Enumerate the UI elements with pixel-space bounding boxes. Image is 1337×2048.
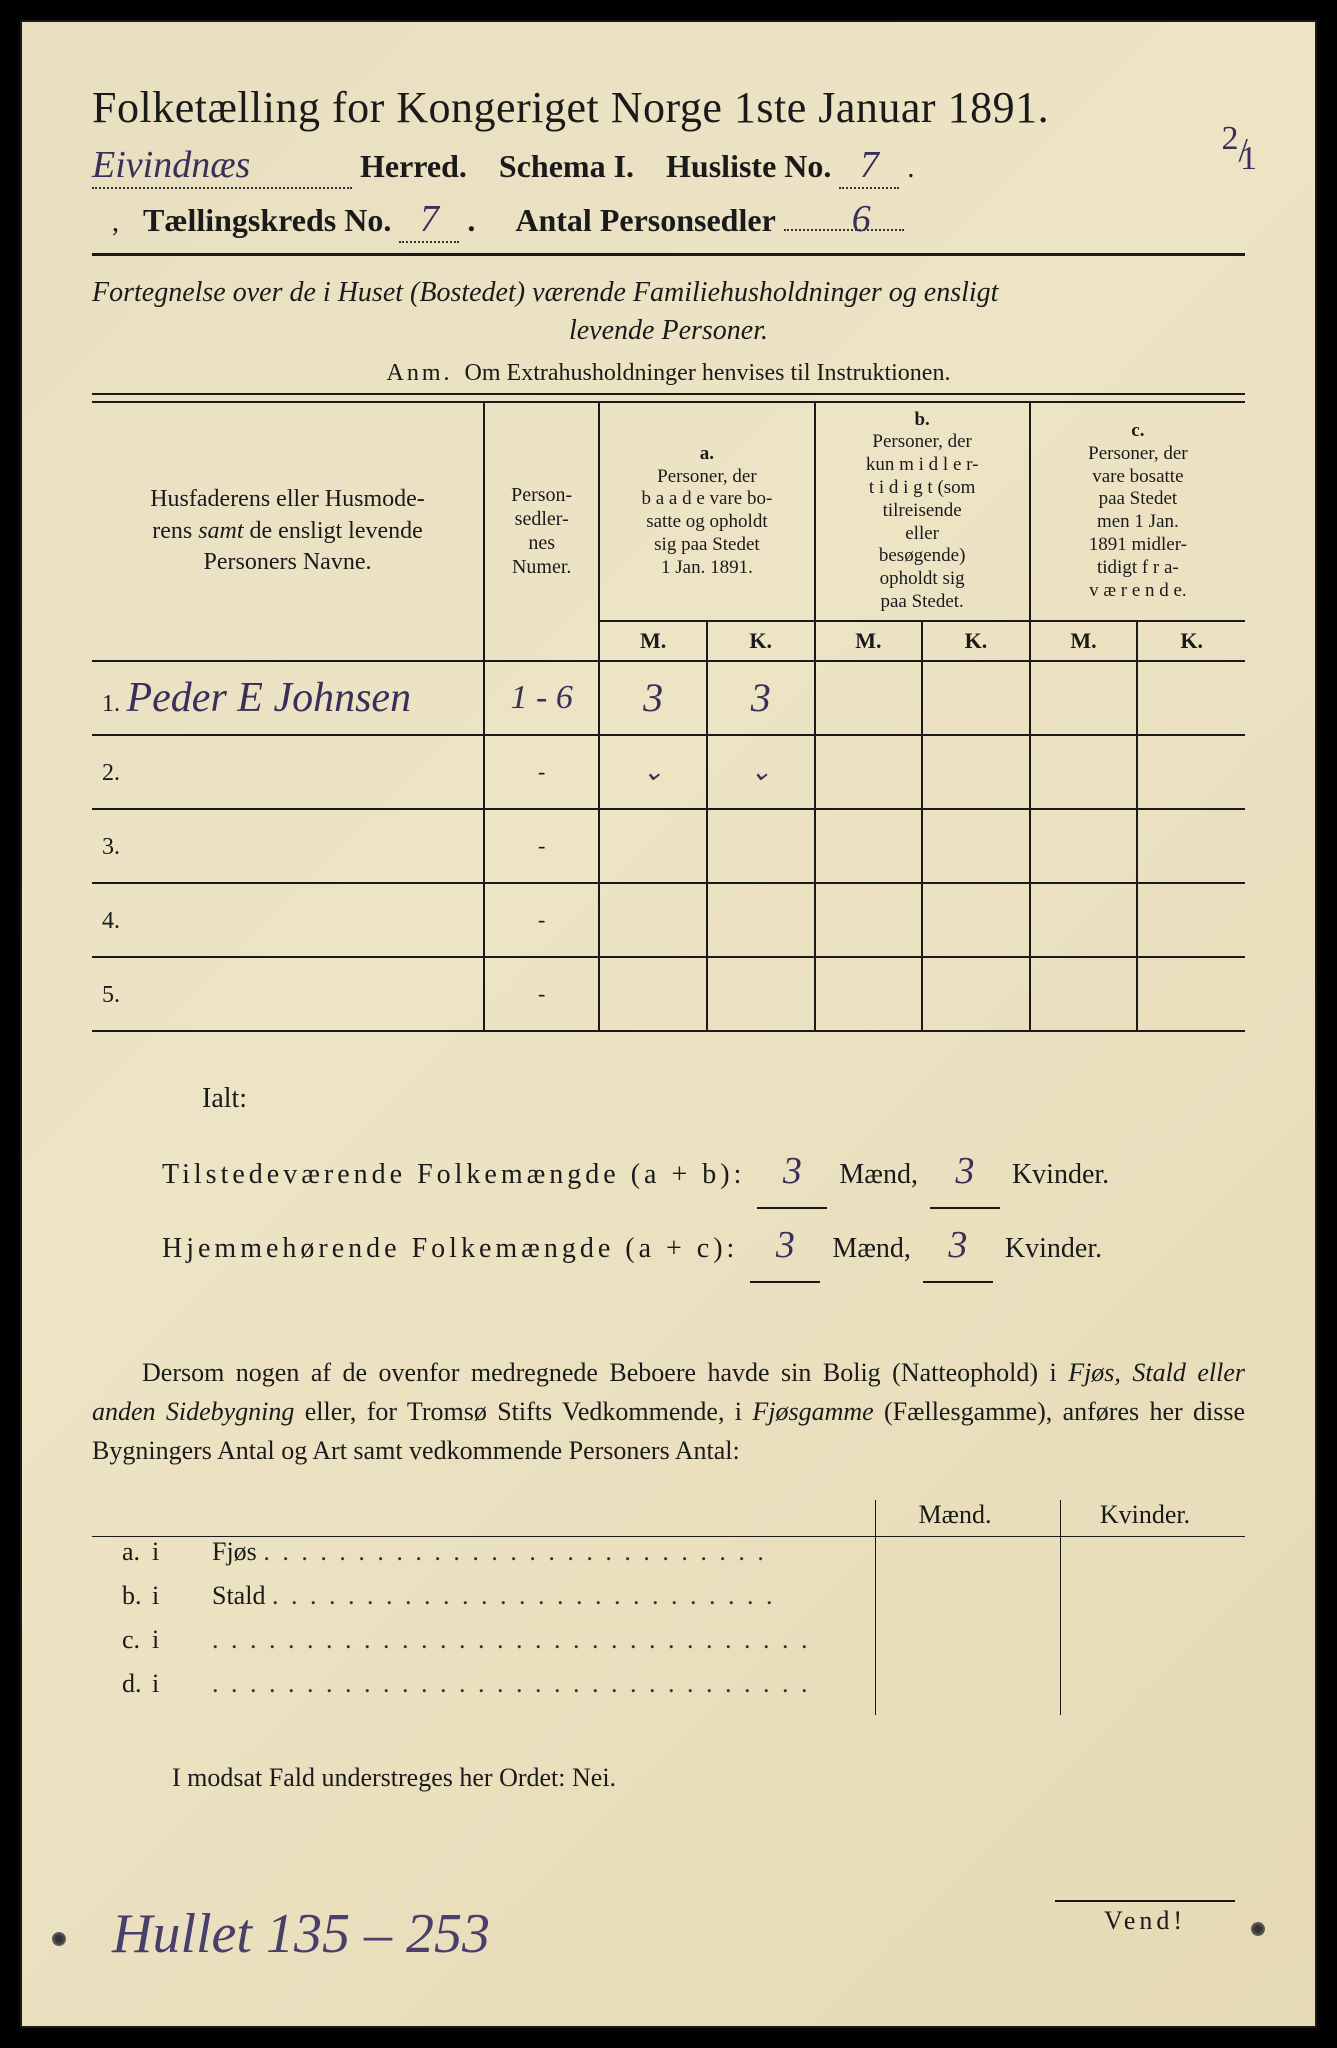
census-form-page: Folketælling for Kongeriget Norge 1ste J…: [20, 20, 1317, 2028]
kreds-label: Tællingskreds No.: [143, 202, 391, 239]
divider: [92, 253, 1245, 256]
household-table: Husfaderens eller Husmode-rens samt de e…: [92, 401, 1245, 1032]
bottom-handwriting: Hullet 135 – 253: [112, 1902, 490, 1966]
col-k: K.: [922, 621, 1030, 661]
outbuilding-list: Mænd. Kvinder. a. i Fjøs . . . . . . . .…: [92, 1500, 1245, 1713]
col-header-name: Husfaderens eller Husmode-rens samt de e…: [92, 402, 484, 661]
table-row: 2. - ⌄ ⌄: [92, 735, 1245, 809]
col-k: K.: [707, 621, 815, 661]
pin-icon: [1251, 1922, 1265, 1936]
col-m: M.: [815, 621, 923, 661]
outbuilding-paragraph: Dersom nogen af de ovenfor medregnede Be…: [92, 1353, 1245, 1470]
col-m: M.: [599, 621, 707, 661]
husliste-value: 7: [839, 143, 899, 189]
herred-value: Eivindnæs: [92, 143, 352, 189]
page-title: Folketælling for Kongeriget Norge 1ste J…: [92, 82, 1245, 133]
totals-resident: Hjemmehørende Folkemængde (a + c): 3 Mæn…: [162, 1209, 1245, 1283]
herred-label: Herred.: [360, 148, 467, 185]
col-header-a: a. Personer, derb a a d e vare bo-satte …: [599, 402, 814, 621]
description: Fortegnelse over de i Huset (Bostedet) v…: [92, 274, 1245, 350]
ialt-label: Ialt:: [162, 1072, 1245, 1125]
schema-label: Schema I.: [499, 148, 634, 185]
kreds-value: 7: [399, 197, 459, 243]
col-m: M.: [1030, 621, 1138, 661]
mk-grid: [875, 1500, 1245, 1715]
header-line-2: , Tællingskreds No. 7 . Antal Personsedl…: [92, 197, 1245, 243]
table-row: 4. -: [92, 883, 1245, 957]
totals-block: Ialt: Tilstedeværende Folkemængde (a + b…: [92, 1072, 1245, 1284]
divider: [92, 393, 1245, 395]
antal-label: Antal Personsedler: [515, 202, 775, 239]
husliste-label: Husliste No.: [666, 148, 831, 185]
anm-note: Anm. Om Extrahusholdninger henvises til …: [92, 360, 1245, 387]
person-name: Peder E Johnsen: [127, 674, 412, 722]
table-row: 1. Peder E Johnsen 1 - 6 3 3: [92, 661, 1245, 735]
antal-value: 6: [852, 197, 871, 241]
pin-icon: [52, 1932, 66, 1946]
col-k: K.: [1137, 621, 1245, 661]
totals-present: Tilstedeværende Folkemængde (a + b): 3 M…: [162, 1135, 1245, 1209]
vend-label: Vend!: [1055, 1900, 1235, 1936]
header-line-1: Eivindnæs Herred. Schema I. Husliste No.…: [92, 143, 1245, 189]
table-row: 5. -: [92, 957, 1245, 1031]
col-header-c: c. Personer, dervare bosattepaa Stedetme…: [1030, 402, 1245, 621]
col-header-num: Person-sedler-nesNumer.: [484, 402, 599, 661]
col-header-b: b. Personer, derkun m i d l e r-t i d i …: [815, 402, 1030, 621]
table-row: 3. -: [92, 809, 1245, 883]
footer-nei: I modsat Fald understreges her Ordet: Ne…: [92, 1763, 1245, 1793]
